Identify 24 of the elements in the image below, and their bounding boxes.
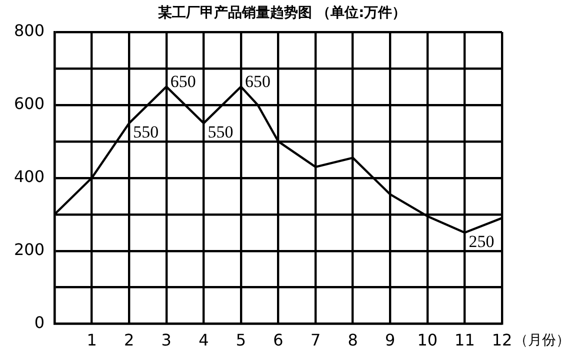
- x-tick-label: 6: [273, 330, 284, 350]
- x-tick-label: 10: [417, 330, 438, 350]
- x-axis-title: （月份）: [514, 332, 564, 348]
- x-tick-label: 11: [454, 330, 475, 350]
- y-tick-label: 400: [14, 167, 45, 186]
- x-tick-label: 8: [348, 330, 358, 350]
- data-label: 550: [133, 122, 159, 142]
- data-label: 650: [244, 72, 270, 92]
- x-tick-label: 12: [492, 330, 512, 350]
- x-tick-label: 4: [198, 330, 209, 350]
- y-tick-label: 600: [14, 94, 45, 114]
- x-tick-label: 2: [124, 330, 134, 350]
- chart-title: 某工厂甲产品销量趋势图 （单位:万件）: [156, 4, 408, 22]
- x-tick-label: 9: [385, 330, 396, 350]
- y-tick-label: 800: [14, 21, 45, 40]
- x-tick-label: 3: [161, 330, 172, 350]
- x-tick-label: 7: [310, 330, 321, 350]
- y-tick-label: 0: [34, 312, 45, 332]
- y-tick-label: 200: [14, 240, 45, 260]
- data-label: 250: [468, 232, 494, 252]
- data-label: 550: [208, 122, 234, 142]
- x-tick-label: 5: [236, 330, 246, 350]
- x-tick-label: 1: [86, 330, 97, 350]
- data-label: 650: [170, 72, 196, 92]
